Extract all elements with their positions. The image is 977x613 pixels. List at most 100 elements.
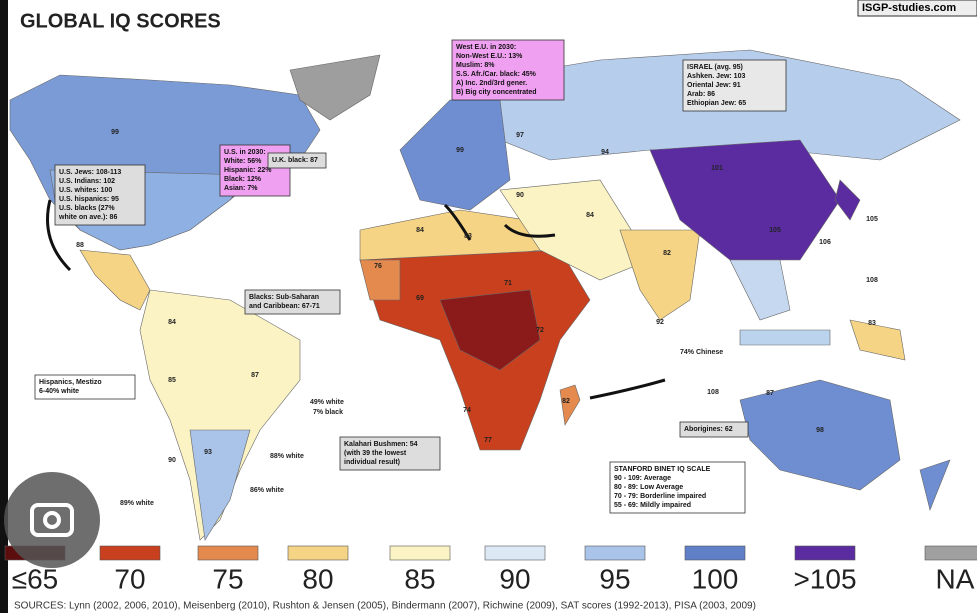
info-line: Hispanic: 22% (224, 167, 272, 174)
region-label: 87 (251, 372, 259, 379)
region-label: 82 (562, 398, 570, 405)
region-label: 98 (816, 427, 824, 434)
legend-swatch (584, 545, 646, 561)
region-label: 92 (656, 319, 664, 326)
region-label: 74 (463, 407, 471, 414)
annotation: 49% white (310, 399, 344, 406)
info-line: white on ave.): 86 (58, 214, 117, 221)
arrows (46, 199, 666, 400)
info-line: individual result) (344, 459, 400, 466)
legend-swatch (794, 545, 856, 561)
info-boxes: West E.U. in 2030: Non-West E.U.: 13% Musl… (34, 39, 787, 514)
region-label: 82 (663, 250, 671, 257)
info-line: Aborigines: 62 (684, 426, 733, 433)
site-box (857, 0, 977, 17)
info-line: and Caribbean: 67-71 (249, 303, 320, 310)
info-box (682, 59, 787, 112)
new-zealand (919, 459, 951, 511)
japan (834, 179, 861, 221)
info-line: (with 39 the lowest (344, 450, 407, 457)
region-label: 83 (868, 320, 876, 327)
indonesia (739, 329, 831, 346)
lens-icon[interactable] (4, 472, 100, 568)
info-box (267, 152, 327, 169)
region-label: 105 (769, 227, 781, 234)
region-label: 84 (586, 212, 594, 219)
region-label: 71 (504, 280, 512, 287)
region-label: 90 (168, 457, 176, 464)
region-label: 94 (601, 149, 609, 156)
legend-label: 75 (212, 563, 243, 594)
region-label: 108 (707, 389, 719, 396)
region-label: 93 (204, 449, 212, 456)
sources: SOURCES: Lynn (2002, 2006, 2010), Meisen… (14, 601, 756, 612)
region-label: 72 (536, 327, 544, 334)
info-box (339, 436, 441, 471)
annotation: 88% white (270, 453, 304, 460)
info-line: 70 - 79: Borderline impaired (614, 493, 706, 500)
region-label: 76 (374, 263, 382, 270)
south-america (139, 289, 301, 541)
info-line: 6-40% white (39, 388, 79, 395)
info-box (609, 461, 746, 514)
australia (739, 379, 901, 491)
legend-label: 95 (599, 563, 630, 594)
region-label: 108 (866, 277, 878, 284)
info-line: Blacks: Sub-Saharan (249, 294, 319, 301)
region-label: 77 (484, 437, 492, 444)
info-line: White: 56% (224, 158, 262, 165)
region-label: 85 (168, 377, 176, 384)
region-label: 101 (711, 165, 723, 172)
info-line: West E.U. in 2030: (456, 44, 516, 51)
legend-label: NA (936, 563, 975, 594)
central-africa (439, 289, 541, 371)
info-line: Muslim: 8% (456, 62, 495, 69)
legend-swatch (684, 545, 746, 561)
info-box (451, 39, 565, 101)
info-line: A) Inc. 2nd/3rd gener. (456, 80, 527, 87)
info-box (54, 164, 146, 226)
southeast-asia (729, 259, 791, 321)
legend-label: 70 (114, 563, 145, 594)
legend: ≤65 70 75 80 85 90 95 100 >105 NA (4, 545, 977, 594)
india (619, 229, 701, 321)
southern-cone (189, 429, 251, 541)
info-line: U.S. blacks (27% (59, 205, 115, 212)
region-label: 106 (819, 239, 831, 246)
legend-swatch (99, 545, 161, 561)
info-line: Black: 12% (224, 176, 262, 183)
region-label: 99 (111, 129, 119, 136)
info-line: Ashken. Jew: 103 (687, 73, 745, 80)
info-line: B) Big city concentrated (456, 89, 537, 96)
left-edge (0, 0, 8, 613)
region-label: 84 (416, 227, 424, 234)
region-label: 97 (516, 132, 524, 139)
legend-label: ≤65 (12, 563, 59, 594)
madagascar (559, 384, 581, 426)
arrow (46, 199, 72, 272)
arrow (589, 378, 666, 400)
region-label: 69 (416, 295, 424, 302)
region-label: 99 (456, 147, 464, 154)
annotation: 74% Chinese (680, 349, 723, 356)
region-label: 84 (168, 319, 176, 326)
info-line: ISRAEL (avg. 95) (687, 64, 743, 71)
legend-swatch (197, 545, 259, 561)
info-line: S.S. Afr./Car. black: 45% (456, 71, 537, 78)
info-line: U.S. whites: 100 (59, 187, 112, 194)
annotation: 89% white (120, 500, 154, 507)
legend-label: >105 (793, 563, 856, 594)
legend-swatch (389, 545, 451, 561)
info-line: 90 - 109: Average (614, 475, 671, 482)
greenland (289, 54, 381, 121)
region-label: 83 (464, 233, 472, 240)
info-box (244, 289, 341, 315)
info-line: U.S. in 2030: (224, 149, 266, 156)
map-labels: 99 98 88 84 87 85 93 90 97 99 94 101 105 83 84 76 69 71 72… (76, 129, 878, 507)
info-line: 80 - 89: Low Average (614, 484, 683, 491)
legend-label: 85 (404, 563, 435, 594)
europe (399, 99, 511, 211)
west-africa (359, 259, 401, 301)
middle-east (499, 179, 651, 281)
